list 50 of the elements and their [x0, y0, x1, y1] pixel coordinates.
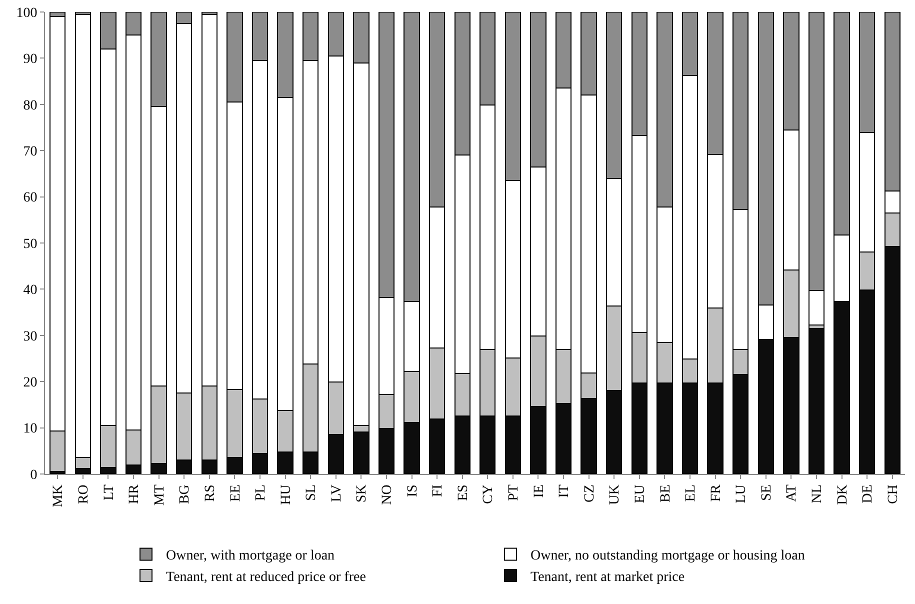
x-tick-label: HU [278, 484, 294, 505]
x-tick-label: IS [405, 484, 420, 498]
y-tick-label: 90 [23, 52, 38, 68]
x-tick-label: EL [684, 484, 699, 502]
y-tick-label: 80 [23, 98, 38, 114]
bar [808, 328, 825, 474]
y-tick-label: 0 [30, 468, 38, 483]
x-tick-label: LV [329, 484, 344, 502]
x-tick-label: FR [708, 484, 724, 502]
x-tick-label: PT [506, 484, 522, 501]
y-tick-label: 100 [16, 6, 38, 21]
x-tick-label: EU [632, 484, 648, 504]
x-tick-label: CZ [582, 484, 598, 502]
y-tick-label: 10 [23, 422, 38, 437]
x-tick-label: SE [759, 484, 774, 501]
x-tick-label: NO [380, 484, 396, 505]
y-tick-label: 50 [23, 236, 38, 252]
x-tick-label: HR [127, 484, 142, 504]
x-tick-label: RO [76, 484, 92, 504]
x-tick-label: NL [810, 484, 826, 504]
x-tick-label: UK [608, 484, 623, 505]
legend-label: Tenant, rent at market price [530, 570, 685, 585]
x-tick-label: LU [734, 484, 750, 504]
x-tick-label: CY [481, 484, 496, 504]
y-tick-label: 70 [23, 144, 38, 160]
x-tick-label: FI [430, 484, 446, 498]
y-tick-label: 40 [23, 283, 38, 298]
y-tick-label: 20 [23, 376, 38, 390]
x-tick-label: IT [557, 484, 572, 498]
x-tick-label: SL [304, 484, 320, 501]
x-tick-label: BE [658, 484, 674, 502]
x-tick-label: BG [178, 484, 193, 504]
x-tick-label: PL [254, 484, 269, 501]
x-tick-label: IE [532, 484, 547, 498]
x-tick-label: MK [51, 484, 66, 508]
x-tick-label: CH [886, 484, 901, 504]
x-tick-label: RS [202, 484, 218, 502]
x-tick-label: LT [102, 484, 117, 500]
x-tick-label: MT [152, 484, 168, 506]
x-tick-label: DE [860, 484, 876, 504]
y-tick-label: 60 [23, 190, 38, 206]
x-tick-label: SK [354, 484, 370, 503]
x-tick-label: EE [228, 484, 244, 502]
x-tick-label: DK [835, 484, 850, 505]
x-tick-label: ES [456, 484, 471, 501]
legend-label: Tenant, rent at reduced price or free [166, 570, 366, 585]
y-tick-label: 30 [23, 329, 38, 344]
legend-label: Owner, no outstanding mortgage or housing loan [530, 548, 805, 564]
x-tick-label: AT [784, 484, 800, 502]
legend-label: Owner, with mortgage or loan [166, 548, 335, 564]
